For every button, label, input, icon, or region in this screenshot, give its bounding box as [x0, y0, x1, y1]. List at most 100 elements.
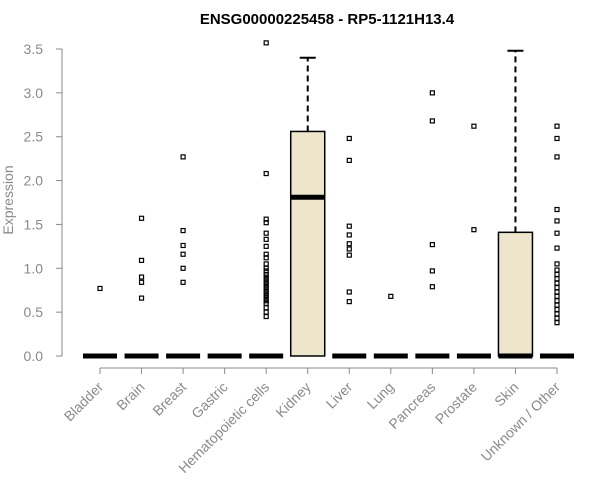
x-tick-label: Lung [364, 379, 397, 412]
y-axis-label: Expression [0, 165, 16, 234]
outlier-point [138, 257, 145, 263]
outlier-point [429, 90, 435, 96]
x-tick-label: Prostate [432, 379, 480, 427]
outlier-point [138, 279, 145, 285]
outlier-point [346, 232, 352, 238]
outlier-point [263, 40, 269, 46]
outlier-point [554, 267, 560, 273]
outlier-point [346, 299, 352, 305]
outlier-point [554, 311, 560, 317]
x-tick-label: Bladder [61, 379, 107, 425]
box-prostate [456, 123, 491, 359]
outlier-point [263, 284, 269, 291]
outlier-point [263, 255, 269, 261]
outlier-point [180, 154, 186, 160]
y-tick-label: 3.5 [24, 41, 44, 57]
x-tick-label: Breast [149, 379, 189, 419]
outlier-point [263, 170, 269, 177]
outlier-point [263, 220, 269, 226]
outlier-point [429, 118, 435, 124]
x-tick-label: Unknown / Other [478, 379, 564, 465]
outlier-point [554, 306, 560, 313]
y-tick-label: 0.0 [24, 348, 44, 364]
outlier-point [263, 309, 269, 315]
outlier-point [346, 246, 352, 252]
outlier-point [554, 280, 560, 286]
outlier-point [554, 206, 560, 213]
box-body [497, 231, 534, 357]
outlier-point [263, 282, 269, 288]
outlier-point [554, 320, 560, 326]
outlier-point [263, 279, 269, 285]
box-breast [166, 154, 201, 359]
outlier-point [263, 298, 269, 304]
outlier-point [263, 290, 269, 296]
box-hematopoietic-cells [249, 40, 284, 359]
y-axis: 0.0 0.5 1.0 1.5 2.0 2.5 3.0 3.5 [24, 41, 63, 364]
outlier-point [554, 315, 560, 321]
x-tick-label: Skin [491, 379, 522, 410]
outlier-point [346, 135, 352, 142]
outlier-point [346, 223, 352, 229]
outlier-point [263, 292, 269, 299]
box-brain [124, 215, 159, 359]
outlier-point [554, 245, 560, 251]
outlier-point [429, 268, 435, 274]
outlier-point [97, 285, 103, 292]
outlier-point [263, 230, 269, 236]
outlier-point [263, 261, 269, 267]
outlier-point [346, 241, 352, 247]
outlier-point [429, 284, 435, 290]
boxes-group [83, 40, 574, 359]
box-bladder [83, 285, 117, 359]
y-tick-label: 3.0 [24, 85, 44, 101]
outlier-point [346, 289, 352, 295]
outlier-point [138, 295, 145, 301]
outlier-point [180, 242, 186, 249]
outlier-point [554, 135, 560, 142]
outlier-point [263, 287, 269, 293]
box-skin [497, 49, 534, 359]
box-pancreas [415, 90, 450, 359]
outlier-point [263, 295, 269, 301]
outlier-point [263, 271, 269, 278]
y-tick-label: 1.0 [24, 260, 44, 276]
outlier-point [180, 227, 186, 234]
outlier-point [554, 284, 560, 291]
outlier-point [554, 123, 560, 129]
outlier-point [263, 300, 269, 306]
outlier-point [263, 305, 269, 311]
y-tick-label: 1.5 [24, 216, 44, 232]
outlier-point [180, 279, 186, 285]
outlier-point [138, 274, 145, 280]
outlier-point [471, 227, 477, 233]
box-kidney [289, 56, 326, 357]
box-liver [332, 135, 367, 359]
outlier-point [554, 293, 560, 299]
outlier-point [263, 236, 269, 242]
chart-title: ENSG00000225458 - RP5-1121H13.4 [200, 11, 455, 28]
outlier-point [554, 289, 560, 295]
outlier-point [471, 123, 477, 129]
outlier-point [263, 277, 269, 283]
outlier-point [554, 218, 560, 224]
y-tick-label: 2.5 [24, 129, 44, 145]
x-tick-label: Brain [113, 379, 147, 413]
box-unknown-other [540, 123, 574, 359]
outlier-point [554, 230, 560, 236]
outlier-point [263, 274, 269, 280]
outlier-point [263, 265, 269, 271]
outlier-point [554, 276, 560, 282]
outlier-point [388, 293, 394, 299]
outlier-point [554, 154, 560, 160]
outlier-point [346, 252, 352, 258]
outlier-point [180, 265, 186, 271]
box-body [289, 130, 326, 357]
outlier-point [429, 242, 435, 248]
outlier-point [554, 302, 560, 308]
outlier-point [554, 261, 560, 267]
y-tick-label: 2.0 [24, 173, 44, 189]
x-tick-label: Kidney [272, 379, 314, 421]
